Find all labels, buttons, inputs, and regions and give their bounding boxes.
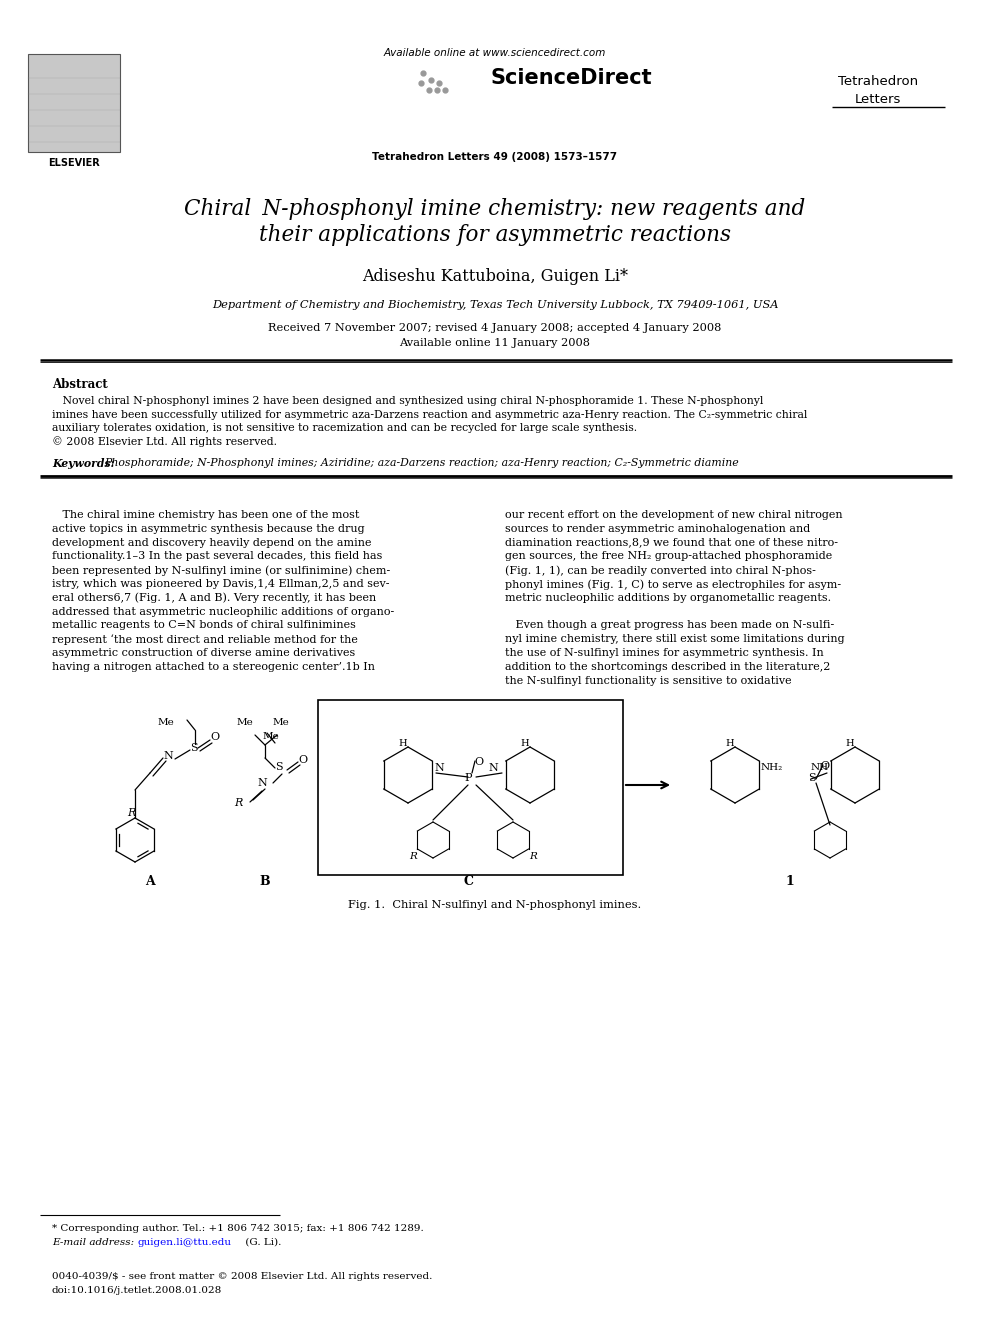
Text: Fig. 1.  Chiral N-sulfinyl and N-phosphonyl imines.: Fig. 1. Chiral N-sulfinyl and N-phosphon… bbox=[348, 900, 642, 910]
Text: ScienceDirect: ScienceDirect bbox=[490, 67, 652, 89]
Text: O: O bbox=[820, 761, 829, 771]
Text: O: O bbox=[298, 755, 308, 765]
Text: ELSEVIER: ELSEVIER bbox=[49, 157, 100, 168]
Text: Me: Me bbox=[273, 718, 290, 728]
Text: B: B bbox=[260, 875, 270, 888]
Text: sources to render asymmetric aminohalogenation and: sources to render asymmetric aminohaloge… bbox=[505, 524, 810, 533]
Text: N: N bbox=[488, 763, 498, 773]
Text: Novel chiral N-phosphonyl imines 2 have been designed and synthesized using chir: Novel chiral N-phosphonyl imines 2 have … bbox=[52, 396, 764, 406]
Text: 1: 1 bbox=[786, 875, 795, 888]
Text: addressed that asymmetric nucleophilic additions of organo-: addressed that asymmetric nucleophilic a… bbox=[52, 607, 394, 617]
Text: phonyl imines (Fig. 1, C) to serve as electrophiles for asym-: phonyl imines (Fig. 1, C) to serve as el… bbox=[505, 579, 841, 590]
Text: nyl imine chemistry, there still exist some limitations during: nyl imine chemistry, there still exist s… bbox=[505, 634, 844, 644]
Text: their applications for asymmetric reactions: their applications for asymmetric reacti… bbox=[259, 224, 731, 246]
Text: Tetrahedron Letters 49 (2008) 1573–1577: Tetrahedron Letters 49 (2008) 1573–1577 bbox=[372, 152, 618, 161]
Text: the use of N-sulfinyl imines for asymmetric synthesis. In: the use of N-sulfinyl imines for asymmet… bbox=[505, 648, 823, 658]
Text: S: S bbox=[275, 762, 283, 773]
Text: diamination reactions,8,9 we found that one of these nitro-: diamination reactions,8,9 we found that … bbox=[505, 537, 838, 548]
Text: Keywords:: Keywords: bbox=[52, 458, 118, 468]
Text: The chiral imine chemistry has been one of the most: The chiral imine chemistry has been one … bbox=[52, 509, 359, 520]
Text: the N-sulfinyl functionality is sensitive to oxidative: the N-sulfinyl functionality is sensitiv… bbox=[505, 676, 792, 685]
Text: O: O bbox=[474, 757, 483, 767]
Text: been represented by N-sulfinyl imine (or sulfinimine) chem-: been represented by N-sulfinyl imine (or… bbox=[52, 565, 390, 576]
Text: Chiral  N-phosphonyl imine chemistry: new reagents and: Chiral N-phosphonyl imine chemistry: new… bbox=[185, 198, 806, 220]
Text: (G. Li).: (G. Li). bbox=[242, 1238, 282, 1248]
Bar bbox=[318, 700, 623, 875]
Text: metallic reagents to C=N bonds of chiral sulfinimines: metallic reagents to C=N bonds of chiral… bbox=[52, 620, 356, 630]
Text: Me: Me bbox=[158, 718, 175, 728]
Text: Abstract: Abstract bbox=[52, 378, 108, 392]
Text: Even though a great progress has been made on N-sulfi-: Even though a great progress has been ma… bbox=[505, 620, 834, 630]
Text: R: R bbox=[529, 852, 537, 861]
Text: R: R bbox=[127, 808, 135, 818]
Text: addition to the shortcomings described in the literature,2: addition to the shortcomings described i… bbox=[505, 662, 830, 672]
Text: N: N bbox=[163, 751, 173, 761]
Text: guigen.li@ttu.edu: guigen.li@ttu.edu bbox=[137, 1238, 231, 1248]
Text: NH: NH bbox=[811, 763, 829, 773]
Text: active topics in asymmetric synthesis because the drug: active topics in asymmetric synthesis be… bbox=[52, 524, 365, 533]
Text: Available online 11 January 2008: Available online 11 January 2008 bbox=[400, 337, 590, 348]
Text: S: S bbox=[190, 744, 197, 753]
Bar bbox=[28, 54, 120, 152]
Text: N: N bbox=[257, 778, 267, 789]
Text: C: C bbox=[463, 875, 473, 888]
Text: H: H bbox=[726, 740, 734, 747]
Text: Adiseshu Kattuboina, Guigen Li*: Adiseshu Kattuboina, Guigen Li* bbox=[362, 269, 628, 284]
Text: H: H bbox=[521, 740, 530, 747]
Text: asymmetric construction of diverse amine derivatives: asymmetric construction of diverse amine… bbox=[52, 648, 355, 658]
Text: Me: Me bbox=[236, 718, 253, 728]
Text: our recent effort on the development of new chiral nitrogen: our recent effort on the development of … bbox=[505, 509, 842, 520]
Text: Available online at www.sciencedirect.com: Available online at www.sciencedirect.co… bbox=[384, 48, 606, 58]
Text: Received 7 November 2007; revised 4 January 2008; accepted 4 January 2008: Received 7 November 2007; revised 4 Janu… bbox=[268, 323, 722, 333]
Text: istry, which was pioneered by Davis,1,4 Ellman,2,5 and sev-: istry, which was pioneered by Davis,1,4 … bbox=[52, 579, 390, 589]
Text: H: H bbox=[846, 740, 854, 747]
Text: A: A bbox=[145, 875, 155, 888]
Text: N: N bbox=[434, 763, 443, 773]
Text: R: R bbox=[409, 852, 417, 861]
Text: eral others6,7 (Fig. 1, A and B). Very recently, it has been: eral others6,7 (Fig. 1, A and B). Very r… bbox=[52, 593, 376, 603]
Text: Department of Chemistry and Biochemistry, Texas Tech University Lubbock, TX 7940: Department of Chemistry and Biochemistry… bbox=[211, 300, 779, 310]
Text: P: P bbox=[464, 773, 471, 783]
Text: (Fig. 1, 1), can be readily converted into chiral N-phos-: (Fig. 1, 1), can be readily converted in… bbox=[505, 565, 815, 576]
Text: metric nucleophilic additions by organometallic reagents.: metric nucleophilic additions by organom… bbox=[505, 593, 831, 603]
Text: NH₂: NH₂ bbox=[761, 763, 784, 773]
Text: imines have been successfully utilized for asymmetric aza-Darzens reaction and a: imines have been successfully utilized f… bbox=[52, 410, 807, 419]
Text: development and discovery heavily depend on the amine: development and discovery heavily depend… bbox=[52, 537, 371, 548]
Text: Me: Me bbox=[263, 732, 280, 741]
Text: E-mail address:: E-mail address: bbox=[52, 1238, 137, 1248]
Text: Phosphoramide; N-Phosphonyl imines; Aziridine; aza-Darzens reaction; aza-Henry r: Phosphoramide; N-Phosphonyl imines; Azir… bbox=[104, 458, 739, 468]
Text: represent ‘the most direct and reliable method for the: represent ‘the most direct and reliable … bbox=[52, 634, 358, 646]
Text: functionality.1–3 In the past several decades, this field has: functionality.1–3 In the past several de… bbox=[52, 552, 382, 561]
Text: O: O bbox=[210, 732, 219, 742]
Text: Tetrahedron: Tetrahedron bbox=[838, 75, 918, 89]
Text: Letters: Letters bbox=[855, 93, 901, 106]
Text: doi:10.1016/j.tetlet.2008.01.028: doi:10.1016/j.tetlet.2008.01.028 bbox=[52, 1286, 222, 1295]
Text: auxiliary tolerates oxidation, is not sensitive to racemization and can be recyc: auxiliary tolerates oxidation, is not se… bbox=[52, 423, 637, 433]
Text: having a nitrogen attached to a stereogenic center’.1b In: having a nitrogen attached to a stereoge… bbox=[52, 662, 375, 672]
Text: H: H bbox=[399, 740, 408, 747]
Text: R: R bbox=[235, 798, 243, 808]
Text: S: S bbox=[808, 773, 815, 783]
Text: gen sources, the free NH₂ group-attached phosphoramide: gen sources, the free NH₂ group-attached… bbox=[505, 552, 832, 561]
Text: 0040-4039/$ - see front matter © 2008 Elsevier Ltd. All rights reserved.: 0040-4039/$ - see front matter © 2008 El… bbox=[52, 1271, 433, 1281]
Text: * Corresponding author. Tel.: +1 806 742 3015; fax: +1 806 742 1289.: * Corresponding author. Tel.: +1 806 742… bbox=[52, 1224, 424, 1233]
Text: © 2008 Elsevier Ltd. All rights reserved.: © 2008 Elsevier Ltd. All rights reserved… bbox=[52, 437, 277, 447]
